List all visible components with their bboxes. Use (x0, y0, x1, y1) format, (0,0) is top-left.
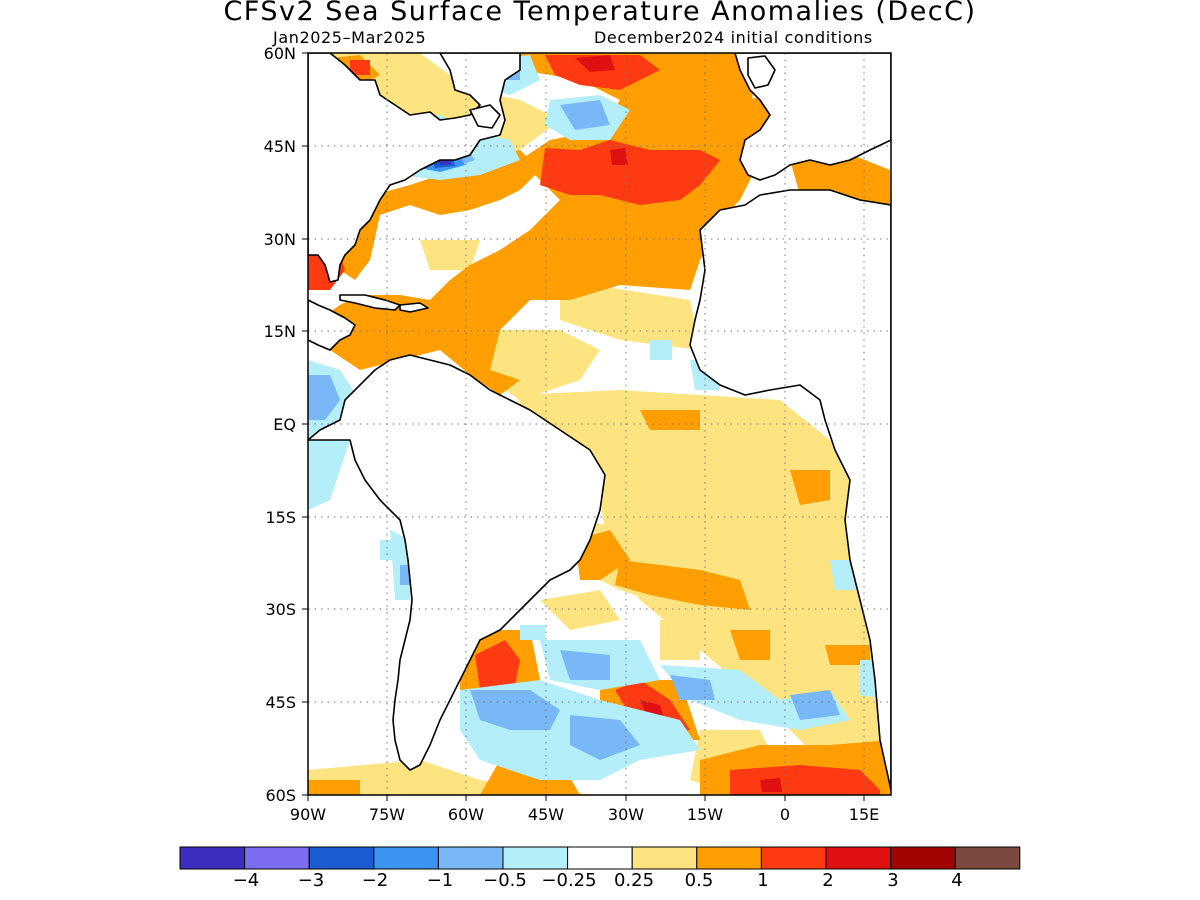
colorbar-swatch (760, 846, 827, 870)
colorbar-label: 0.5 (684, 870, 714, 891)
colorbar-swatch (954, 846, 1021, 870)
south-america-land (308, 354, 606, 771)
colorbar-label: 2 (822, 870, 834, 891)
colorbar-label: 3 (887, 870, 899, 891)
colorbar-swatch (567, 846, 633, 870)
lat-label: 30S (265, 600, 296, 619)
lon-label: 15E (848, 805, 880, 824)
lat-label: 15S (265, 508, 296, 527)
colorbar-swatch (244, 846, 310, 870)
colorbar (179, 846, 1021, 870)
lon-label: 75W (368, 805, 406, 824)
graticule (308, 53, 891, 795)
lat-label: 45S (265, 693, 296, 712)
land-masses (308, 53, 891, 791)
anomaly-field (308, 53, 891, 795)
lon-label: 90W (289, 805, 327, 824)
initial-conditions: December2024 initial conditions (594, 28, 873, 47)
axis-ticks (302, 52, 865, 801)
colorbar-label: 1 (757, 870, 769, 891)
colorbar-swatch (373, 846, 439, 870)
colorbar-swatch (890, 846, 956, 870)
colorbar-label: −3 (297, 870, 325, 891)
colorbar-label: 4 (951, 870, 963, 891)
colorbar-label: −0.25 (541, 870, 597, 891)
colorbar-swatch (631, 846, 698, 870)
central-america-land (308, 299, 356, 351)
colorbar-swatch (825, 846, 892, 870)
africa-land (689, 189, 891, 791)
lat-label: EQ (273, 415, 296, 434)
colorbar-label: 0.25 (613, 870, 655, 891)
colorbar-label: −4 (232, 870, 260, 891)
colorbar-swatch (308, 846, 375, 870)
north-america-land (308, 53, 521, 283)
lat-label: 60S (265, 786, 296, 805)
newfoundland-land (469, 104, 501, 129)
colorbar-swatch (437, 846, 504, 870)
lon-label: 15W (686, 805, 724, 824)
lon-label: 30W (607, 805, 645, 824)
lat-label: 15N (263, 322, 296, 341)
europe-land (734, 53, 891, 181)
colorbar-swatch (179, 846, 246, 870)
lon-label: 45W (527, 805, 565, 824)
hispaniola-land (399, 302, 429, 313)
colorbar-label: −2 (361, 870, 389, 891)
colorbar-label: −1 (426, 870, 454, 891)
colorbar-swatch (502, 846, 569, 870)
lat-label: 30N (263, 230, 296, 249)
colorbar-swatch (696, 846, 762, 870)
colorbar-label: −0.5 (483, 870, 527, 891)
lon-label: 60W (447, 805, 485, 824)
lon-label: 0 (779, 805, 791, 824)
cuba-land (339, 294, 401, 311)
lat-label: 60N (263, 44, 296, 63)
anomaly-band-2 (575, 55, 782, 792)
map-title: CFSv2 Sea Surface Temperature Anomalies … (223, 0, 977, 27)
british-isles-land (747, 55, 776, 89)
lat-label: 45N (263, 137, 296, 156)
forecast-season: Jan2025–Mar2025 (273, 28, 427, 47)
